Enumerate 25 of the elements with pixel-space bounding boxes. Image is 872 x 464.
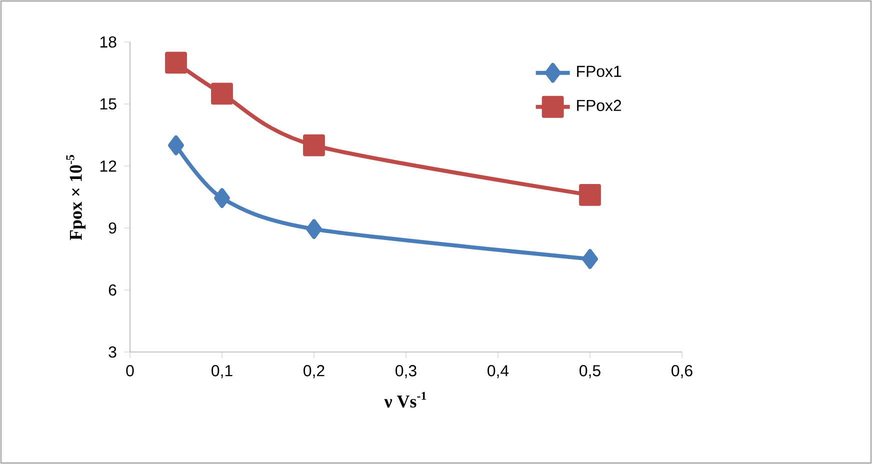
point: [168, 135, 184, 156]
point: [306, 219, 322, 239]
point: [214, 188, 230, 208]
x-tick-label: 0,6: [672, 365, 692, 378]
x-tick-label: 0,1: [212, 365, 232, 378]
x-tick-label: 0: [126, 365, 134, 376]
x-tick-label: 0,3: [396, 365, 416, 378]
point: [582, 249, 598, 269]
y-tick-label: 3: [108, 346, 116, 358]
x-tick-label: 0,4: [488, 365, 509, 378]
y-tick-label: 15: [100, 98, 116, 110]
x-axis-title: ν Vs$^{-1}$: [384, 392, 426, 408]
x-tick-label: 0,2: [304, 365, 324, 378]
legend-label: FPox1: [577, 66, 622, 77]
point: [579, 184, 601, 206]
y-tick-label: 9: [108, 222, 116, 234]
point: [165, 52, 187, 74]
x-tick-label: 0,5: [580, 365, 600, 378]
y-tick-label: 12: [100, 160, 116, 172]
legend-label: FPox2: [577, 100, 622, 112]
point: [211, 82, 233, 105]
y-tick-label: 18: [100, 36, 116, 48]
y-tick-label: 6: [108, 284, 116, 296]
y-axis-title: Fpox × 10$^{-5}$: [66, 154, 86, 240]
point: [303, 134, 325, 156]
